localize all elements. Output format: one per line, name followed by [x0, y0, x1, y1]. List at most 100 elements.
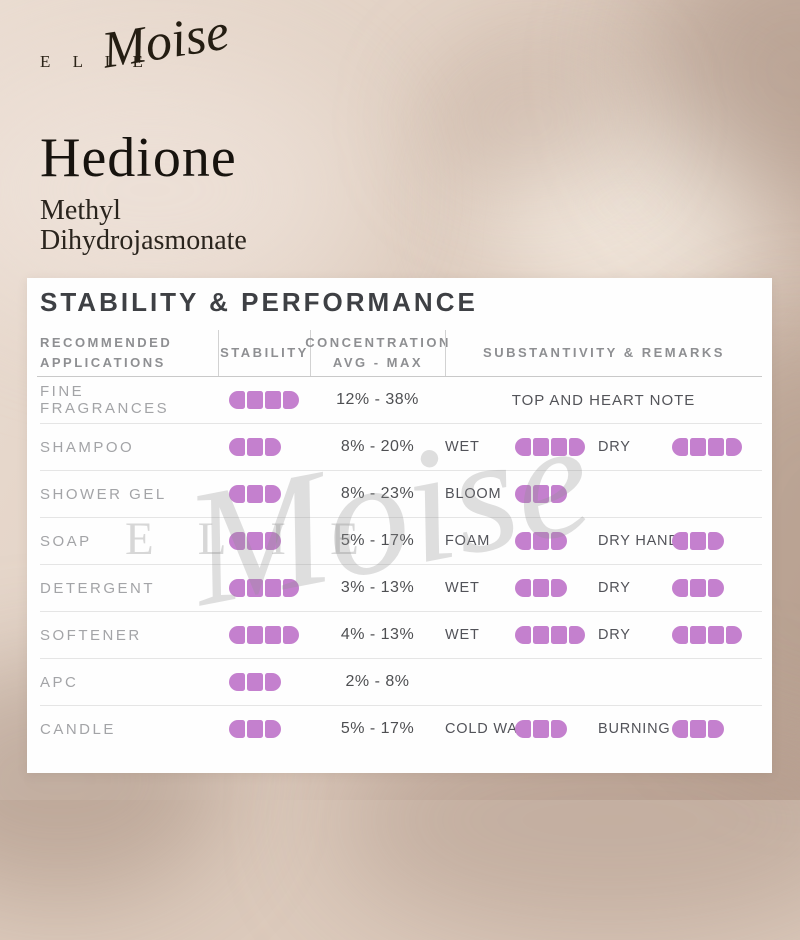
column-header-concentration: CONCENTRATION AVG - MAX [305, 330, 448, 376]
rating-segment [515, 485, 531, 503]
rating-segment [229, 673, 245, 691]
rating-segment [283, 626, 299, 644]
remarks-cell: WET DRY [445, 565, 762, 611]
rating-pill-3 [672, 532, 762, 550]
remark-label: COLD WAX [445, 721, 529, 737]
remarks-cell: TOP AND HEART NOTE [445, 377, 762, 423]
remarks-cell: BLOOM [445, 471, 762, 517]
table-row: FINE FRAGRANCES 12% - 38% TOP AND HEART NO… [40, 377, 762, 424]
rating-segment [515, 579, 531, 597]
concentration-value: 3% - 13% [340, 579, 415, 596]
table-row: DETERGENT 3% - 13% WET DRY [40, 565, 762, 612]
rating-segment [708, 532, 724, 550]
application-label: SOAP [40, 532, 92, 550]
remarks-cell: COLD WAX BURNING [445, 706, 762, 752]
remarks-cell: WET DRY [445, 424, 762, 470]
rating-pill-4 [229, 626, 299, 644]
remarks-cell [445, 659, 762, 705]
concentration-value: 12% - 38% [336, 391, 419, 408]
rating-segment [265, 485, 281, 503]
application-label: SHOWER GEL [40, 485, 167, 503]
table-row: SHOWER GEL 8% - 23% BLOOM [40, 471, 762, 518]
rating-segment [229, 626, 245, 644]
rating-segment [247, 438, 263, 456]
product-subtitle: Methyl Dihydrojasmonate [40, 196, 470, 256]
remark-label: DRY HAND [598, 533, 680, 549]
remark-label: DRY [598, 580, 631, 596]
remark-note: TOP AND HEART NOTE [511, 391, 696, 409]
rating-segment [247, 626, 263, 644]
stability-performance-card: STABILITY & PERFORMANCE RECOMMENDED APPL… [27, 278, 772, 773]
rating-segment [247, 720, 263, 738]
remark-label: BURNING [598, 721, 671, 737]
concentration-value: 5% - 17% [340, 720, 415, 737]
rating-pill-3 [515, 485, 598, 503]
rating-segment [247, 532, 263, 550]
rating-segment [551, 532, 567, 550]
concentration-value: 8% - 23% [340, 485, 415, 502]
rating-segment [247, 579, 263, 597]
rating-segment [247, 485, 263, 503]
rating-segment [229, 532, 245, 550]
rating-segment [229, 485, 245, 503]
remark-label: WET [445, 580, 480, 596]
remark-label: FOAM [445, 533, 491, 549]
column-header-applications: RECOMMENDED APPLICATIONS [40, 334, 173, 370]
remark-label: DRY [598, 439, 631, 455]
application-label: CANDLE [40, 720, 116, 738]
rating-pill-3 [515, 532, 598, 550]
column-header-stability: STABILITY [218, 330, 310, 376]
rating-pill-4 [515, 438, 598, 456]
application-label: APC [40, 673, 79, 691]
remark-label: WET [445, 627, 480, 643]
application-label: SOFTENER [40, 626, 142, 644]
card-title: STABILITY & PERFORMANCE [40, 287, 478, 317]
rating-segment [229, 438, 245, 456]
rating-segment [515, 438, 531, 456]
stability-cell [218, 532, 310, 550]
remarks-cell: FOAM DRY HAND [445, 518, 762, 564]
table-row: CANDLE 5% - 17% COLD WAX BURNING [40, 706, 762, 752]
rating-segment [265, 391, 281, 409]
rating-segment [672, 720, 688, 738]
rating-segment [569, 626, 585, 644]
rating-pill-3 [672, 579, 762, 597]
rating-segment [708, 579, 724, 597]
rating-segment [551, 720, 567, 738]
rating-segment [551, 438, 567, 456]
rating-segment [229, 391, 245, 409]
remark-label: WET [445, 439, 480, 455]
table-row: SOAP 5% - 17% FOAM DRY HAND [40, 518, 762, 565]
stability-cell [218, 626, 310, 644]
concentration-value: 4% - 13% [340, 626, 415, 643]
rating-pill-3 [515, 579, 598, 597]
rating-segment [265, 579, 281, 597]
stability-cell [218, 579, 310, 597]
header-divider [37, 376, 762, 377]
rating-segment [690, 579, 706, 597]
rating-segment [533, 438, 549, 456]
subtitle-line-1: Methyl [40, 195, 121, 226]
rating-pill-3 [229, 720, 281, 738]
rating-segment [283, 391, 299, 409]
rating-segment [229, 579, 245, 597]
rating-segment [708, 626, 724, 644]
application-label: SHAMPOO [40, 438, 135, 456]
product-title-block: Hedione Methyl Dihydrojasmonate [40, 130, 470, 256]
product-title: Hedione [40, 127, 237, 189]
rating-segment [515, 626, 531, 644]
remark-label: BLOOM [445, 486, 502, 502]
rating-pill-3 [515, 720, 598, 738]
rating-segment [726, 626, 742, 644]
rating-segment [551, 626, 567, 644]
rating-segment [690, 720, 706, 738]
stability-cell [218, 485, 310, 503]
rating-segment [672, 438, 688, 456]
subtitle-line-2: Dihydrojasmonate [40, 224, 247, 256]
rating-segment [283, 579, 299, 597]
concentration-value: 2% - 8% [345, 673, 410, 690]
rating-segment [247, 391, 263, 409]
rating-segment [265, 626, 281, 644]
rating-segment [551, 579, 567, 597]
rating-segment [265, 438, 281, 456]
